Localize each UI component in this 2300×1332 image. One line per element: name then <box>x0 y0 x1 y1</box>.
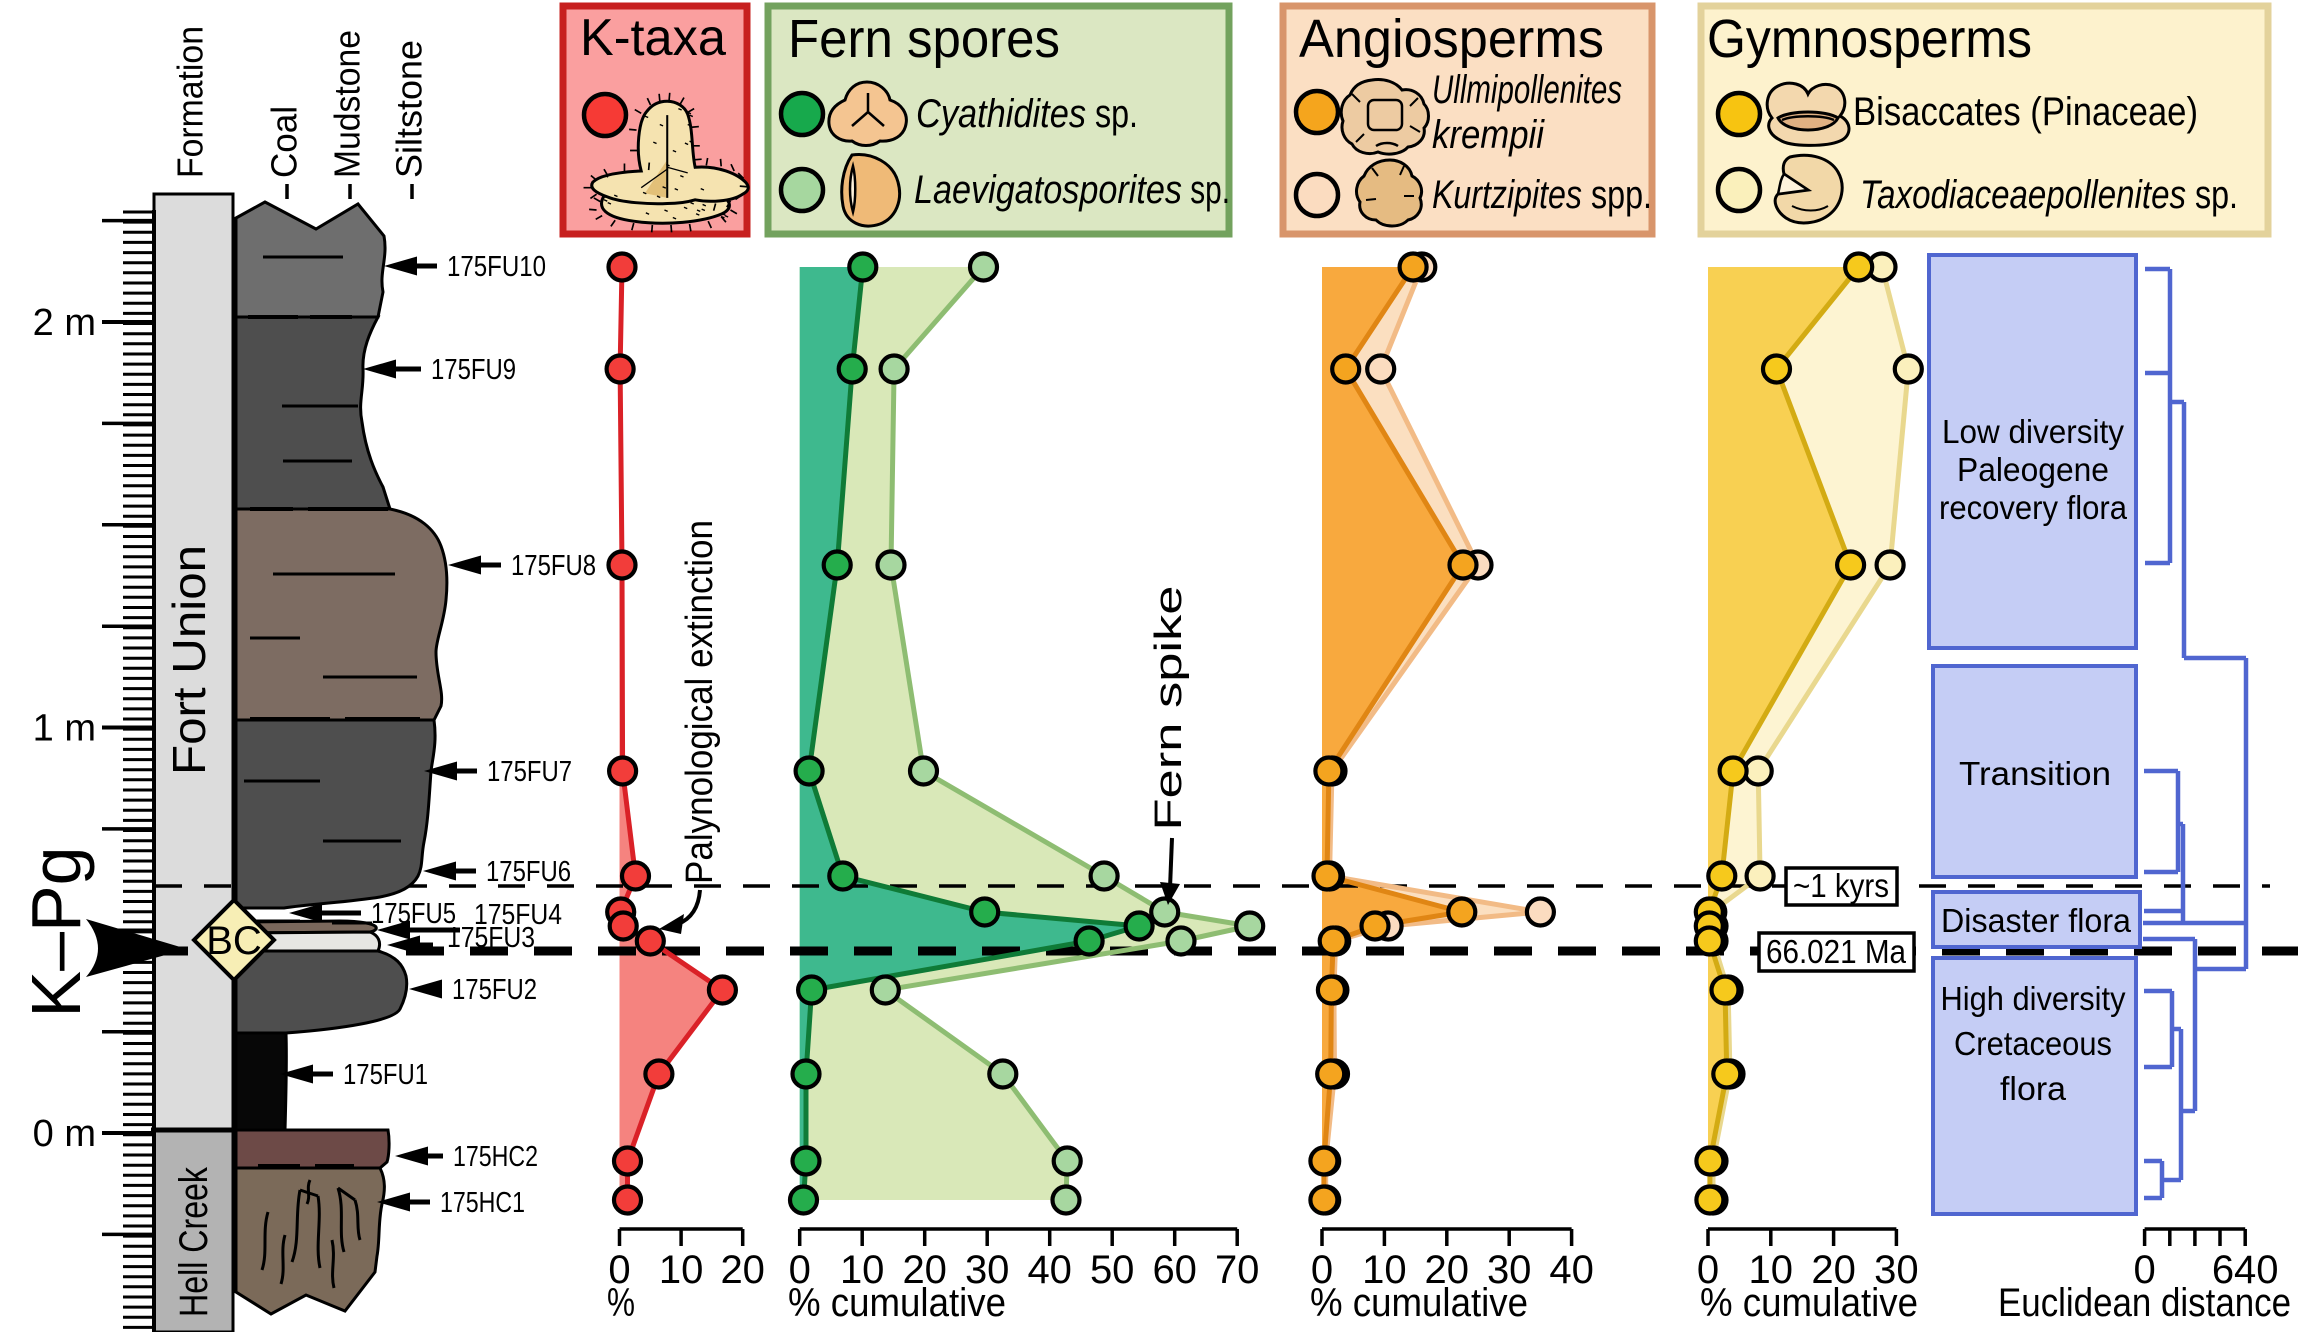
svg-text:175FU5: 175FU5 <box>371 898 456 930</box>
svg-text:Fern spike: Fern spike <box>1148 586 1190 831</box>
svg-text:20: 20 <box>1425 1248 1470 1292</box>
svg-text:0: 0 <box>608 1248 630 1292</box>
svg-text:Paleogene: Paleogene <box>1957 451 2109 488</box>
svg-text:20: 20 <box>720 1248 765 1292</box>
svg-text:60: 60 <box>1152 1248 1197 1292</box>
svg-text:40: 40 <box>1549 1248 1594 1292</box>
svg-text:Bisaccates (Pinaceae): Bisaccates (Pinaceae) <box>1853 90 2198 134</box>
svg-text:10: 10 <box>840 1248 885 1292</box>
svg-text:0: 0 <box>1697 1248 1719 1292</box>
svg-text:30: 30 <box>1487 1248 1532 1292</box>
svg-text:% cumulative: % cumulative <box>1700 1281 1918 1325</box>
svg-text:20: 20 <box>1811 1248 1856 1292</box>
svg-text:K-taxa: K-taxa <box>580 9 726 67</box>
svg-text:2 m: 2 m <box>33 302 96 344</box>
svg-text:Taxodiaceaepollenites sp.: Taxodiaceaepollenites sp. <box>1860 173 2238 217</box>
svg-text:Disaster flora: Disaster flora <box>1941 902 2132 939</box>
svg-text:Formation: Formation <box>170 26 211 178</box>
svg-text:0 m: 0 m <box>33 1113 96 1155</box>
svg-text:10: 10 <box>1362 1248 1407 1292</box>
svg-text:175FU4: 175FU4 <box>474 899 562 931</box>
svg-text:Coal: Coal <box>264 106 305 178</box>
svg-text:Laevigatosporites sp.: Laevigatosporites sp. <box>914 168 1230 212</box>
svg-text:~1 kyrs: ~1 kyrs <box>1793 867 1889 904</box>
svg-text:Palynological extinction: Palynological extinction <box>679 520 721 884</box>
svg-text:Fort Union: Fort Union <box>163 545 215 775</box>
svg-text:0: 0 <box>2133 1248 2155 1292</box>
svg-text:175FU2: 175FU2 <box>452 974 537 1006</box>
svg-text:175FU7: 175FU7 <box>487 756 572 788</box>
svg-text:Siltstone: Siltstone <box>389 40 430 178</box>
svg-text:Transition: Transition <box>1959 755 2111 792</box>
svg-text:K–Pg: K–Pg <box>17 846 95 1017</box>
svg-text:175FU8: 175FU8 <box>511 550 596 582</box>
svg-text:Kurtzipites spp.: Kurtzipites spp. <box>1432 173 1652 217</box>
svg-text:50: 50 <box>1090 1248 1135 1292</box>
svg-text:Cretaceous: Cretaceous <box>1954 1025 2112 1062</box>
svg-text:10: 10 <box>1749 1248 1794 1292</box>
svg-text:175HC2: 175HC2 <box>453 1141 538 1173</box>
svg-text:20: 20 <box>902 1248 947 1292</box>
svg-text:10: 10 <box>659 1248 704 1292</box>
svg-text:70: 70 <box>1215 1248 1260 1292</box>
svg-text:High diversity: High diversity <box>1941 980 2126 1017</box>
svg-text:Low diversity: Low diversity <box>1942 413 2124 450</box>
svg-text:175FU10: 175FU10 <box>447 251 546 283</box>
svg-text:175FU3: 175FU3 <box>447 922 535 954</box>
svg-text:% cumulative: % cumulative <box>788 1281 1006 1325</box>
svg-text:66.021 Ma: 66.021 Ma <box>1766 933 1907 970</box>
svg-text:BC: BC <box>206 919 262 963</box>
svg-text:krempii: krempii <box>1432 113 1545 157</box>
svg-text:640: 640 <box>2212 1248 2279 1292</box>
svg-text:Hell Creek: Hell Creek <box>172 1166 216 1317</box>
svg-text:30: 30 <box>1874 1248 1919 1292</box>
svg-text:0: 0 <box>789 1248 811 1292</box>
svg-text:Angiosperms: Angiosperms <box>1299 9 1604 69</box>
svg-text:1 m: 1 m <box>33 708 96 750</box>
svg-text:40: 40 <box>1027 1248 1072 1292</box>
svg-text:% cumulative: % cumulative <box>1310 1281 1528 1325</box>
svg-text:Ullmipollenites: Ullmipollenites <box>1432 68 1622 112</box>
svg-text:recovery flora: recovery flora <box>1939 489 2128 526</box>
svg-text:30: 30 <box>965 1248 1010 1292</box>
svg-text:175HC1: 175HC1 <box>440 1187 525 1219</box>
svg-text:Fern spores: Fern spores <box>788 9 1060 69</box>
svg-text:Mudstone: Mudstone <box>327 30 368 178</box>
svg-text:flora: flora <box>2000 1070 2067 1107</box>
svg-text:Gymnosperms: Gymnosperms <box>1707 9 2032 69</box>
svg-text:Cyathidites sp.: Cyathidites sp. <box>916 92 1138 136</box>
svg-text:175FU6: 175FU6 <box>486 856 571 888</box>
svg-text:Euclidean distance: Euclidean distance <box>1998 1281 2291 1325</box>
svg-text:175FU1: 175FU1 <box>343 1059 428 1091</box>
svg-text:0: 0 <box>1311 1248 1333 1292</box>
svg-text:175FU9: 175FU9 <box>431 354 516 386</box>
svg-text:%: % <box>607 1281 635 1325</box>
